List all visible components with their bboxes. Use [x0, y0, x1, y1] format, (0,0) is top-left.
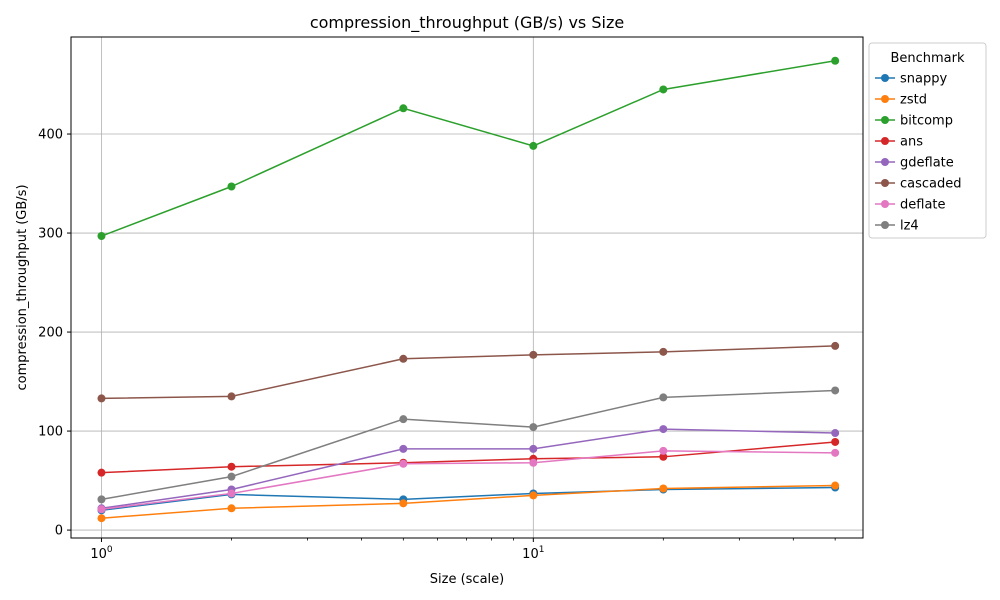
y-tick-label: 0	[55, 524, 63, 539]
legend-box	[868, 42, 987, 239]
data-point-deflate	[831, 448, 840, 457]
y-tick-label: 100	[38, 425, 63, 440]
data-point-gdeflate	[399, 444, 408, 453]
series-line-deflate	[101, 450, 836, 511]
legend-item-zstd: zstd	[875, 93, 927, 108]
series-line-lz4	[101, 389, 836, 501]
series-ans	[97, 437, 840, 477]
data-point-cascaded	[97, 394, 106, 403]
y-tick-label: 300	[38, 227, 63, 242]
legend-item-ans: ans	[875, 135, 923, 150]
data-point-zstd	[399, 499, 408, 508]
y-axis-title: compression_throughput (GB/s)	[15, 184, 30, 390]
data-point-lz4	[227, 472, 236, 481]
data-point-deflate	[659, 446, 668, 455]
data-point-deflate	[399, 459, 408, 468]
x-axis-title: Size (scale)	[430, 572, 504, 587]
plot-frame	[70, 36, 864, 539]
data-point-bitcomp	[399, 104, 408, 113]
data-point-gdeflate	[831, 429, 840, 438]
data-point-ans	[831, 437, 840, 446]
series-line-zstd	[101, 484, 836, 519]
data-point-deflate	[227, 489, 236, 498]
data-point-cascaded	[529, 350, 538, 359]
series-line-gdeflate	[101, 428, 836, 510]
legend-label: cascaded	[900, 177, 962, 192]
x-tick-label: 100	[90, 545, 113, 562]
data-point-zstd	[659, 484, 668, 493]
data-point-zstd	[227, 504, 236, 513]
legend: Benchmark snappy zstd bitcomp ans gdeflate ca…	[868, 42, 987, 239]
legend-item-bitcomp: bitcomp	[875, 114, 953, 129]
data-point-cascaded	[659, 347, 668, 356]
legend-swatch-marker	[881, 179, 889, 187]
data-point-cascaded	[399, 354, 408, 363]
series-deflate	[97, 446, 840, 514]
axis-ticks: 0 100 200 300 400 100 101	[38, 128, 836, 562]
series-lines	[97, 56, 840, 523]
data-point-gdeflate	[529, 444, 538, 453]
series-cascaded	[97, 341, 840, 403]
legend-item-cascaded: cascaded	[875, 177, 962, 192]
data-point-ans	[659, 452, 668, 461]
data-point-zstd	[831, 481, 840, 490]
legend-label: bitcomp	[900, 114, 953, 129]
legend-swatch-marker	[881, 74, 889, 82]
legend-title: Benchmark	[890, 51, 965, 66]
data-point-deflate	[97, 505, 106, 514]
data-point-bitcomp	[227, 182, 236, 191]
data-point-zstd	[97, 514, 106, 523]
legend-item-deflate: deflate	[875, 198, 946, 213]
legend-item-gdeflate: gdeflate	[875, 156, 954, 171]
series-zstd	[97, 481, 840, 523]
series-bitcomp	[97, 56, 840, 241]
series-lz4	[97, 386, 840, 504]
series-line-cascaded	[101, 345, 836, 400]
data-point-lz4	[831, 386, 840, 395]
legend-item-lz4: lz4	[875, 219, 919, 234]
data-point-lz4	[399, 415, 408, 424]
legend-swatch-marker	[881, 158, 889, 166]
data-point-lz4	[529, 423, 538, 432]
chart-title: compression_throughput (GB/s) vs Size	[310, 13, 624, 33]
data-point-ans	[227, 462, 236, 471]
data-point-zstd	[529, 491, 538, 500]
legend-label: snappy	[900, 72, 947, 87]
data-point-lz4	[97, 495, 106, 504]
legend-label: lz4	[900, 219, 919, 234]
legend-swatch-marker	[881, 200, 889, 208]
legend-item-snappy: snappy	[875, 72, 947, 87]
legend-label: deflate	[900, 198, 946, 213]
x-tick-label: 101	[522, 545, 544, 562]
y-tick-label: 400	[38, 128, 63, 143]
data-point-lz4	[659, 393, 668, 402]
data-point-deflate	[529, 458, 538, 467]
series-line-bitcomp	[101, 60, 836, 237]
data-point-bitcomp	[659, 85, 668, 94]
legend-swatch-marker	[881, 95, 889, 103]
legend-swatch-marker	[881, 116, 889, 124]
data-point-bitcomp	[831, 56, 840, 65]
data-point-ans	[97, 468, 106, 477]
series-line-ans	[101, 441, 836, 474]
data-point-cascaded	[227, 392, 236, 401]
series-line-snappy	[101, 486, 836, 512]
legend-label: gdeflate	[900, 156, 954, 171]
legend-swatch-marker	[881, 221, 889, 229]
y-tick-label: 200	[38, 326, 63, 341]
legend-swatch-marker	[881, 137, 889, 145]
data-point-bitcomp	[529, 141, 538, 150]
data-point-gdeflate	[659, 425, 668, 434]
data-point-bitcomp	[97, 232, 106, 241]
legend-label: zstd	[900, 93, 927, 108]
legend-label: ans	[900, 135, 923, 150]
grid-lines	[71, 37, 863, 538]
data-point-cascaded	[831, 341, 840, 350]
